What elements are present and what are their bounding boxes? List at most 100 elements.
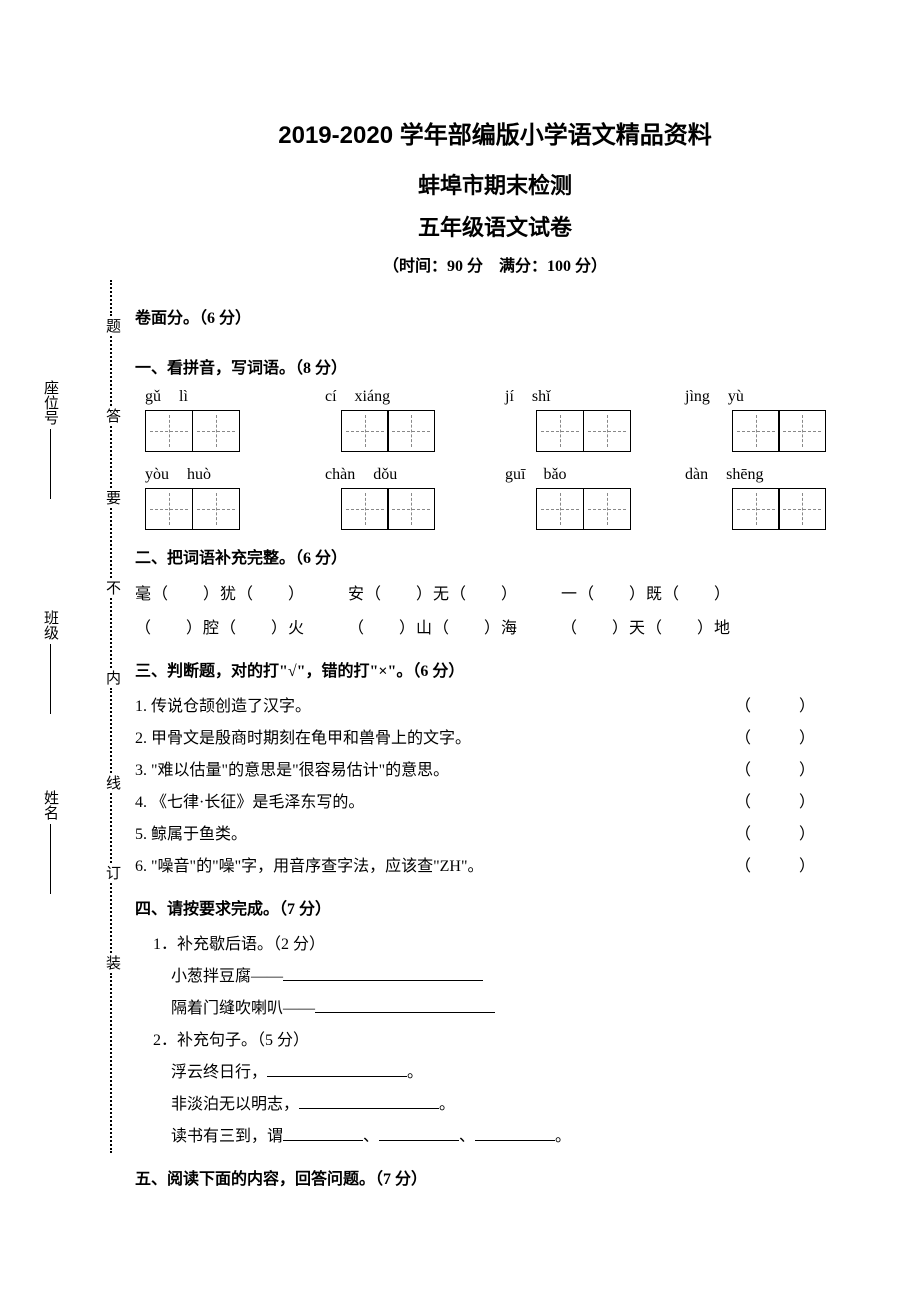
paren-slot[interactable]: （ ） bbox=[735, 755, 815, 787]
char-box[interactable] bbox=[341, 410, 389, 452]
binding-char: 答 bbox=[102, 406, 123, 425]
q3-title: 三、判断题，对的打"√"，错的打"×"。（6 分） bbox=[135, 657, 855, 681]
q4-sub1-a: 小葱拌豆腐—— bbox=[171, 961, 855, 993]
q3-text: 1. 传说仓颉创造了汉字。 bbox=[135, 691, 311, 723]
paren-slot[interactable]: （ ） bbox=[735, 819, 815, 851]
q3-item: 5. 鲸属于鱼类。 （ ） bbox=[135, 819, 855, 851]
char-box[interactable] bbox=[778, 488, 826, 530]
main-title: 2019-2020 学年部编版小学语文精品资料 bbox=[135, 115, 855, 150]
q4-text: 隔着门缝吹喇叭—— bbox=[171, 1000, 315, 1017]
dotted-segment bbox=[110, 688, 112, 773]
q3-item: 1. 传说仓颉创造了汉字。 （ ） bbox=[135, 691, 855, 723]
binding-char: 装 bbox=[102, 953, 123, 972]
document-content: 2019-2020 学年部编版小学语文精品资料 蚌埠市期末检测 五年级语文试卷 … bbox=[135, 115, 855, 1199]
q4-text: 非淡泊无以明志， bbox=[171, 1096, 299, 1113]
q4-sub2-c: 读书有三到，谓、、。 bbox=[171, 1121, 855, 1153]
char-box[interactable] bbox=[192, 488, 240, 530]
dotted-segment bbox=[110, 336, 112, 406]
paren-slot[interactable]: （ ） bbox=[735, 787, 815, 819]
q4-title: 四、请按要求完成。（7 分） bbox=[135, 895, 855, 919]
binding-char: 线 bbox=[102, 773, 123, 792]
char-box[interactable] bbox=[732, 410, 780, 452]
q3-text: 6. "噪音"的"噪"字，用音序查字法，应该查"ZH"。 bbox=[135, 851, 484, 883]
binding-char: 要 bbox=[102, 488, 123, 507]
q3-item: 4. 《七律·长征》是毛泽东写的。 （ ） bbox=[135, 787, 855, 819]
char-box[interactable] bbox=[583, 410, 631, 452]
q3-item: 3. "难以估量"的意思是"很容易估计"的意思。 （ ） bbox=[135, 755, 855, 787]
binding-char: 不 bbox=[102, 578, 123, 597]
subtitle-1: 蚌埠市期末检测 bbox=[135, 168, 855, 200]
char-box[interactable] bbox=[192, 410, 240, 452]
side-label-text: 班级 bbox=[42, 610, 58, 640]
pinyin-group: chàndǒu bbox=[325, 466, 465, 484]
binding-char: 订 bbox=[102, 863, 123, 882]
pinyin-group: jìngyù bbox=[685, 388, 825, 406]
q5-title: 五、阅读下面的内容，回答问题。（7 分） bbox=[135, 1165, 855, 1189]
dotted-segment bbox=[110, 508, 112, 578]
q4-text: 浮云终日行， bbox=[171, 1064, 267, 1081]
fill-blank[interactable] bbox=[315, 995, 495, 1013]
fill-blank[interactable] bbox=[283, 1123, 363, 1141]
dotted-segment bbox=[110, 598, 112, 668]
side-label-text: 座位号 bbox=[42, 380, 58, 425]
fill-blank[interactable] bbox=[267, 1059, 407, 1077]
dotted-segment bbox=[110, 883, 112, 953]
fill-blank[interactable] bbox=[299, 1091, 439, 1109]
paren-slot[interactable]: （ ） bbox=[735, 851, 815, 883]
cover-score: 卷面分。（6 分） bbox=[135, 304, 855, 328]
dotted-segment bbox=[110, 793, 112, 863]
q4-sub2: 2．补充句子。（5 分） bbox=[153, 1025, 855, 1057]
pinyin-group: guībǎo bbox=[505, 466, 645, 484]
char-box-row-1 bbox=[145, 410, 825, 452]
char-box-row-2 bbox=[145, 488, 825, 530]
side-label-class: 班级 bbox=[40, 610, 61, 714]
binding-char: 题 bbox=[102, 316, 123, 335]
q2-line2: （ ）腔（ ）火 （ ）山（ ）海 （ ）天（ ）地 bbox=[135, 612, 855, 646]
char-box[interactable] bbox=[387, 410, 435, 452]
dotted-segment bbox=[110, 973, 112, 1153]
q3-text: 2. 甲骨文是殷商时期刻在龟甲和兽骨上的文字。 bbox=[135, 723, 471, 755]
char-box[interactable] bbox=[145, 410, 193, 452]
q3-text: 4. 《七律·长征》是毛泽东写的。 bbox=[135, 787, 364, 819]
q4-sub2-b: 非淡泊无以明志，。 bbox=[171, 1089, 855, 1121]
binding-margin: 题 答 要 不 内 线 订 装 bbox=[100, 280, 120, 1260]
q4-sub1: 1．补充歇后语。（2 分） bbox=[153, 929, 855, 961]
char-box[interactable] bbox=[387, 488, 435, 530]
pinyin-group: gǔlì bbox=[145, 388, 285, 406]
side-label-text: 姓名 bbox=[42, 790, 58, 820]
pinyin-row-1: gǔlì cíxiáng jíshǐ jìngyù bbox=[145, 388, 825, 406]
q2-line1: 毫（ ）犹（ ） 安（ ）无（ ） 一（ ）既（ ） bbox=[135, 578, 855, 612]
pinyin-group: dànshēng bbox=[685, 466, 825, 484]
char-box[interactable] bbox=[145, 488, 193, 530]
q3-text: 3. "难以估量"的意思是"很容易估计"的意思。 bbox=[135, 755, 449, 787]
fill-blank[interactable] bbox=[379, 1123, 459, 1141]
char-box[interactable] bbox=[536, 488, 584, 530]
side-label-seat: 座位号 bbox=[40, 380, 61, 499]
side-label-name: 姓名 bbox=[40, 790, 61, 894]
q4-text: 小葱拌豆腐—— bbox=[171, 968, 283, 985]
dotted-segment bbox=[110, 426, 112, 488]
pinyin-group: cíxiáng bbox=[325, 388, 465, 406]
subtitle-2: 五年级语文试卷 bbox=[135, 210, 855, 242]
paren-slot[interactable]: （ ） bbox=[735, 691, 815, 723]
pinyin-row-2: yòuhuò chàndǒu guībǎo dànshēng bbox=[145, 466, 825, 484]
meta-info: （时间：90 分 满分：100 分） bbox=[135, 252, 855, 276]
q1-title: 一、看拼音，写词语。（8 分） bbox=[135, 354, 855, 378]
q3-item: 6. "噪音"的"噪"字，用音序查字法，应该查"ZH"。 （ ） bbox=[135, 851, 855, 883]
q2-title: 二、把词语补充完整。（6 分） bbox=[135, 544, 855, 568]
fill-blank[interactable] bbox=[283, 963, 483, 981]
q4-sub1-b: 隔着门缝吹喇叭—— bbox=[171, 993, 855, 1025]
char-box[interactable] bbox=[341, 488, 389, 530]
pinyin-group: yòuhuò bbox=[145, 466, 285, 484]
q3-text: 5. 鲸属于鱼类。 bbox=[135, 819, 247, 851]
q4-sub2-a: 浮云终日行，。 bbox=[171, 1057, 855, 1089]
fill-blank[interactable] bbox=[475, 1123, 555, 1141]
q4-text: 读书有三到，谓 bbox=[171, 1128, 283, 1145]
binding-char: 内 bbox=[102, 668, 123, 687]
char-box[interactable] bbox=[583, 488, 631, 530]
char-box[interactable] bbox=[732, 488, 780, 530]
char-box[interactable] bbox=[778, 410, 826, 452]
char-box[interactable] bbox=[536, 410, 584, 452]
dotted-segment bbox=[110, 280, 112, 316]
paren-slot[interactable]: （ ） bbox=[735, 723, 815, 755]
